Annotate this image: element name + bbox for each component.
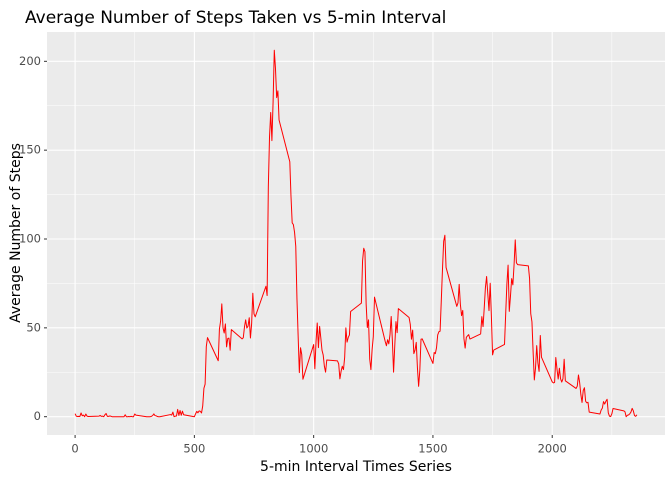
x-axis-label: 5-min Interval Times Series bbox=[260, 459, 452, 475]
marks bbox=[74, 49, 638, 418]
x-tick-label: 1000 bbox=[299, 442, 328, 456]
x-tick-label: 2000 bbox=[538, 442, 567, 456]
panel bbox=[47, 32, 665, 435]
y-tick-label: 50 bbox=[26, 320, 41, 334]
chart-title: Average Number of Steps Taken vs 5-min I… bbox=[25, 8, 446, 28]
y-tick-label: 200 bbox=[19, 54, 41, 68]
x-tick-label: 500 bbox=[183, 442, 205, 456]
y-tick-label: 150 bbox=[19, 143, 41, 157]
y-tick-label: 100 bbox=[19, 232, 41, 246]
y-tick-label: 0 bbox=[34, 409, 41, 423]
x-tick-label: 1500 bbox=[418, 442, 447, 456]
data-line bbox=[74, 49, 638, 418]
grid bbox=[47, 32, 665, 435]
x-tick-label: 0 bbox=[71, 442, 78, 456]
y-axis-label: Average Number of Steps bbox=[8, 143, 24, 323]
